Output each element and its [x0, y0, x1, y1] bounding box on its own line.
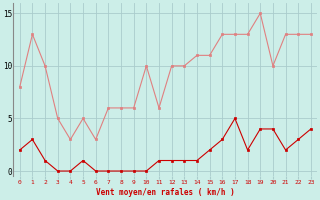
X-axis label: Vent moyen/en rafales ( km/h ): Vent moyen/en rafales ( km/h ): [96, 188, 235, 197]
